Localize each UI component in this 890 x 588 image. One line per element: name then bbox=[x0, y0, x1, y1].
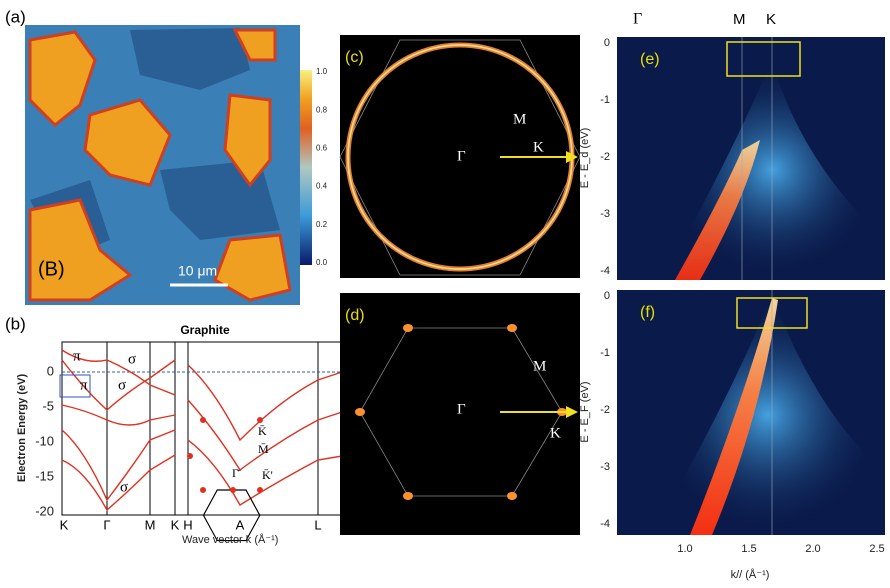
y-tick-label: -3 bbox=[600, 208, 610, 220]
point-label: K bbox=[550, 425, 561, 441]
figure: (a) (B) 10 μm (b) Graphite Wave ve bbox=[0, 0, 890, 588]
y-tick-label: -1 bbox=[600, 347, 610, 359]
y-tick-label: 0 bbox=[604, 290, 610, 302]
y-tick-label: 0 bbox=[604, 37, 610, 49]
x-tick-label: A bbox=[236, 517, 245, 532]
colorbar-tick-label: 0.4 bbox=[316, 182, 328, 191]
point-label: Γ bbox=[457, 401, 466, 417]
panel-c: (c) Γ M K bbox=[340, 35, 580, 278]
panel-label: (d) bbox=[345, 307, 365, 324]
panel-label: (b) bbox=[5, 314, 26, 333]
point-label: K bbox=[533, 139, 544, 155]
point-label: Γ bbox=[457, 148, 466, 164]
panel-label: (e) bbox=[640, 51, 660, 68]
y-axis-label: E - E_d (eV) bbox=[579, 128, 591, 189]
band-label: π bbox=[73, 348, 81, 364]
colorbar-tick-label: 0.0 bbox=[316, 258, 328, 267]
y-axis-label: E - E_F (eV) bbox=[579, 381, 591, 442]
y-tick-label: 0 bbox=[47, 363, 54, 378]
y-tick-label: -4 bbox=[600, 265, 610, 277]
colorbar-tick-label: 0.2 bbox=[316, 220, 328, 229]
plot-title: Graphite bbox=[180, 323, 230, 337]
x-axis-label: Wave vector k (Å⁻¹) bbox=[182, 533, 278, 546]
band-label: σ bbox=[128, 351, 136, 367]
inset-point-label: K̄' bbox=[262, 468, 273, 482]
x-tick-label: 2.5 bbox=[869, 543, 884, 555]
y-tick-label: -10 bbox=[35, 433, 54, 448]
inset-point-label: Γ̄ bbox=[232, 466, 241, 480]
y-tick-label: -15 bbox=[35, 468, 54, 483]
bz-inset bbox=[187, 417, 263, 541]
band-label: σ bbox=[120, 479, 128, 495]
x-tick-label: H bbox=[343, 517, 352, 532]
panel-b: (b) Graphite Wave vector k (Å⁻¹) Electro… bbox=[5, 314, 348, 545]
scale-bar-label: 10 μm bbox=[178, 263, 217, 279]
x-tick-label: M bbox=[145, 517, 156, 532]
x-tick-label: K bbox=[60, 517, 69, 532]
y-tick-label: -20 bbox=[35, 503, 54, 518]
colorbar bbox=[300, 70, 312, 265]
panel-label: (c) bbox=[345, 49, 364, 66]
bands bbox=[62, 350, 348, 510]
y-tick-label: -5 bbox=[42, 398, 54, 413]
x-tick-label: 1.0 bbox=[677, 543, 692, 555]
x-tick-label: 1.5 bbox=[741, 543, 756, 555]
point-label: M bbox=[533, 358, 546, 374]
colorbar-tick-label: 0.6 bbox=[316, 144, 328, 153]
y-tick-label: -1 bbox=[600, 94, 610, 106]
panel-d: (d) Γ M K bbox=[340, 293, 580, 535]
panel-a: (a) (B) 10 μm bbox=[5, 7, 312, 305]
panel-f: (f) E - E_F (eV) k// (Å⁻¹) bbox=[579, 290, 885, 581]
y-tick-label: -2 bbox=[600, 404, 610, 416]
x-tick-label: Γ bbox=[103, 517, 110, 532]
inset-point-label: K̄ bbox=[258, 424, 267, 438]
x-axis-label: k// (Å⁻¹) bbox=[731, 568, 770, 581]
y-tick-label: -2 bbox=[600, 151, 610, 163]
panel-label: (f) bbox=[640, 304, 655, 321]
point-label: K bbox=[766, 11, 776, 28]
x-tick-label: L bbox=[314, 517, 321, 532]
colorbar-tick-label: 0.8 bbox=[316, 105, 328, 114]
y-tick-label: -4 bbox=[600, 518, 610, 530]
inset-point-label: M̄ bbox=[258, 442, 269, 456]
band-label: σ bbox=[118, 377, 126, 393]
x-tick-label: K bbox=[171, 517, 180, 532]
symmetry-lines bbox=[107, 342, 318, 515]
colorbar-tick-label: 1.0 bbox=[316, 67, 328, 76]
panel-e: (e) Γ M K E - E_d (eV) bbox=[579, 11, 885, 280]
band-label: π bbox=[80, 377, 88, 393]
y-axis-label: Electron Energy (eV) bbox=[16, 374, 28, 483]
x-tick-label: 2.0 bbox=[805, 543, 820, 555]
panel-label: (a) bbox=[5, 7, 26, 26]
x-tick-label: H bbox=[183, 517, 192, 532]
point-label: M bbox=[733, 11, 746, 28]
point-label: M bbox=[513, 111, 526, 127]
y-tick-label: -3 bbox=[600, 461, 610, 473]
inset-label: (B) bbox=[38, 258, 65, 280]
point-label: Γ bbox=[633, 11, 642, 28]
